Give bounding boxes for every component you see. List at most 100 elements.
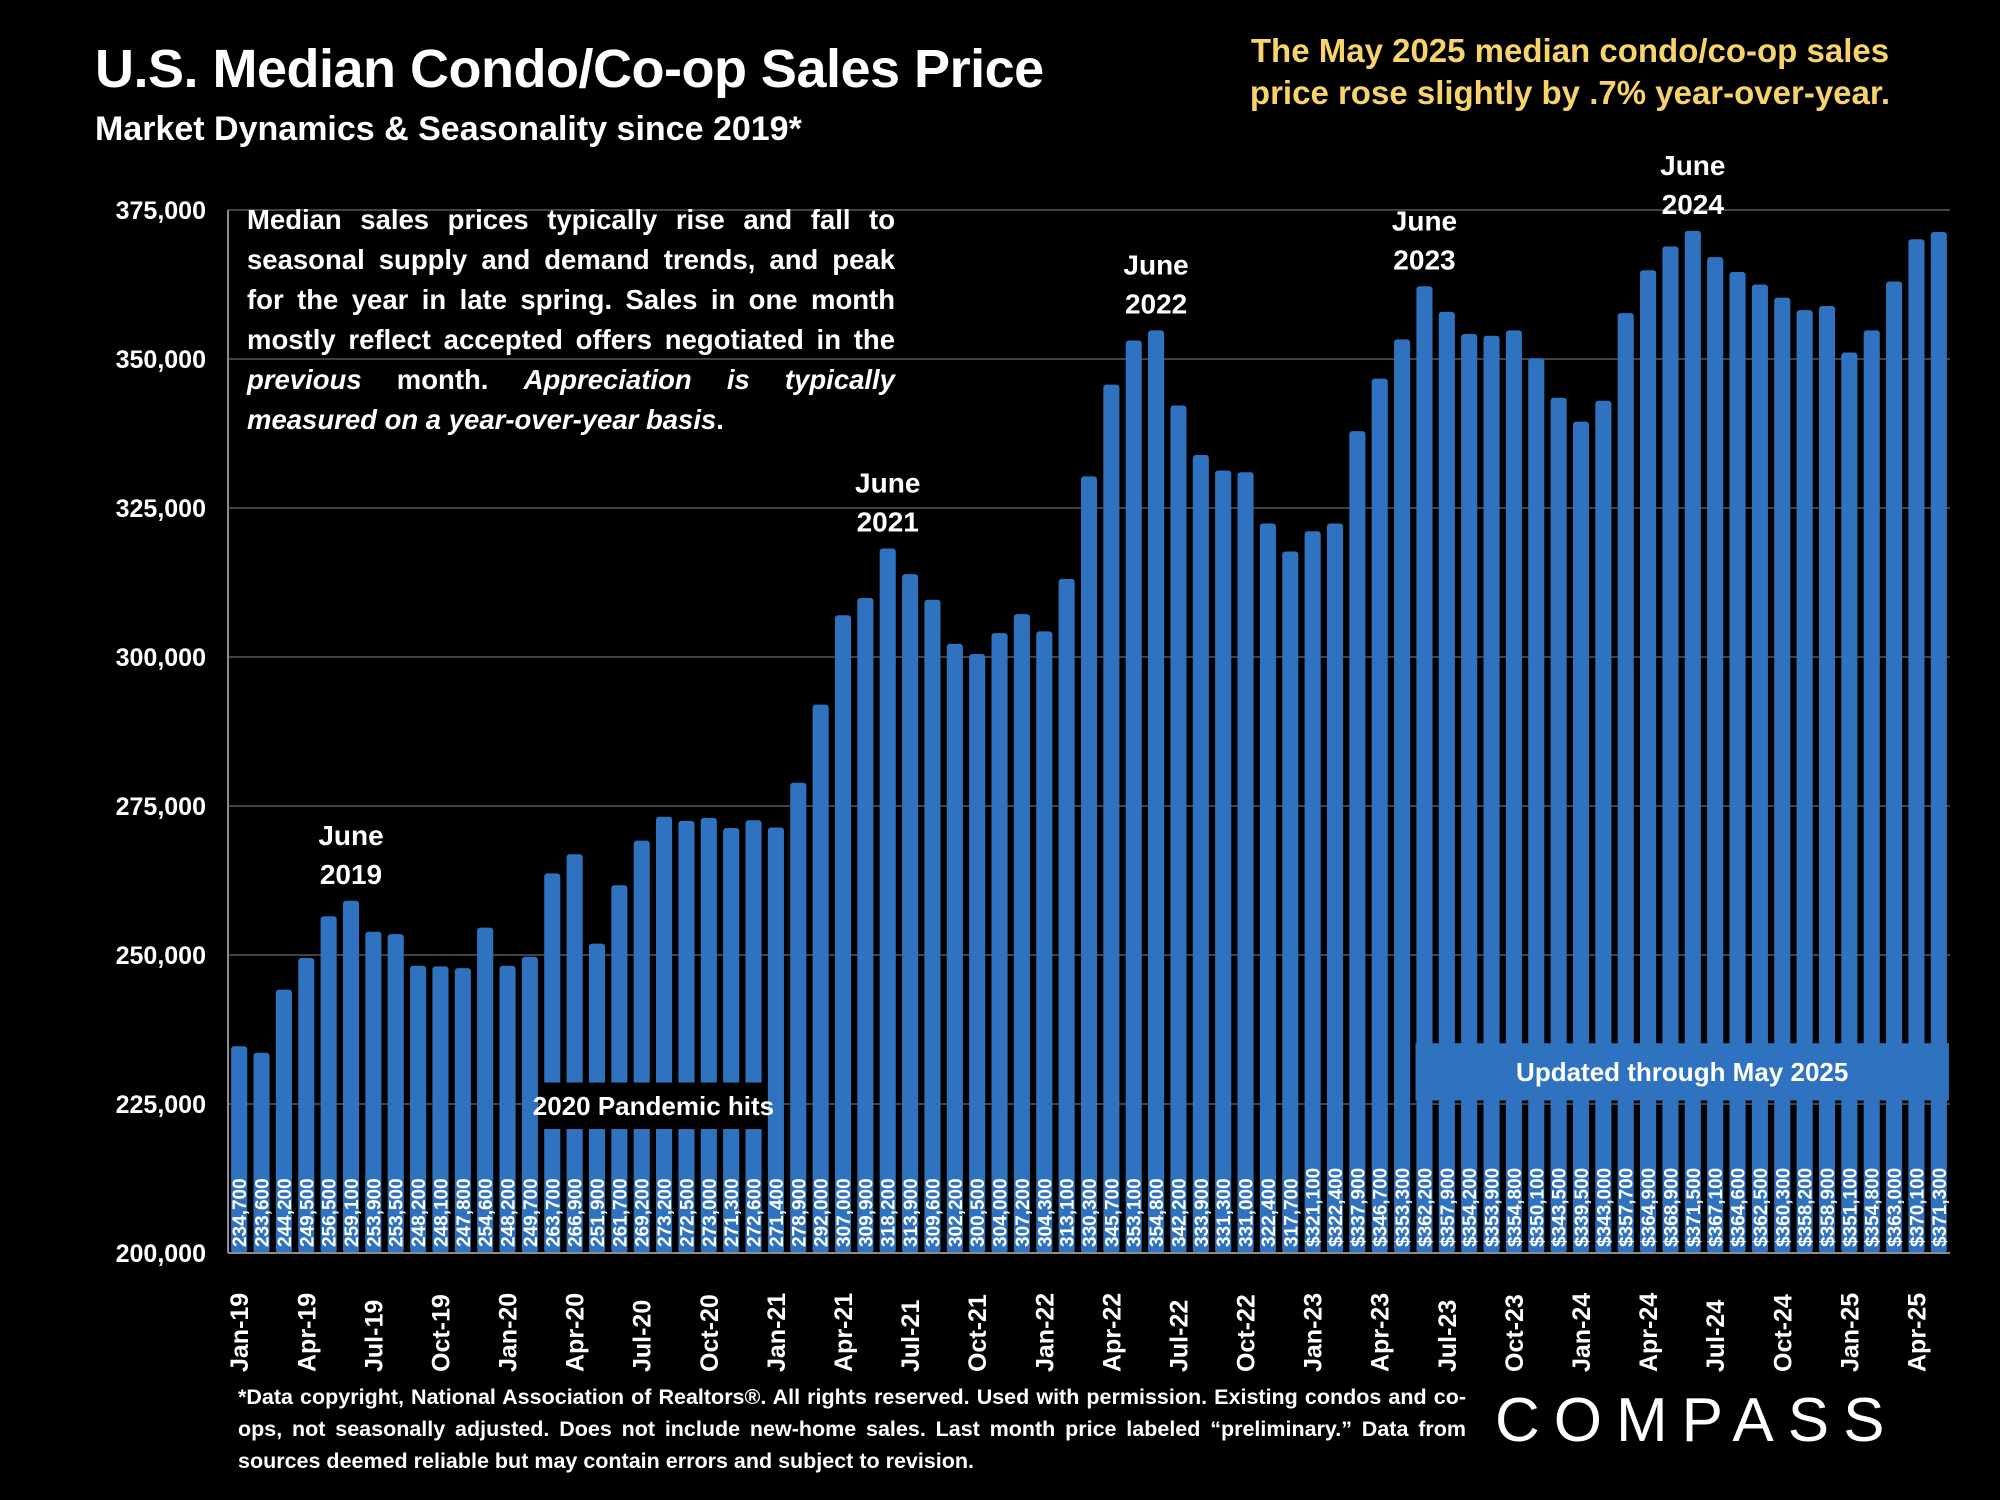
explanation-italic-previous: previous — [247, 364, 362, 395]
annotation-month: June — [1392, 205, 1457, 236]
bar — [700, 817, 717, 1253]
compass-logo: COMPASS — [1495, 1386, 1899, 1455]
bar-value-label: 322,400 — [1259, 1178, 1280, 1247]
bar — [834, 615, 852, 1253]
bar-value-label: $362,500 — [1751, 1168, 1772, 1247]
bar — [969, 654, 986, 1253]
bar — [320, 916, 337, 1253]
bar-value-label: $357,900 — [1438, 1168, 1459, 1247]
x-tick-label: Oct-23 — [1501, 1294, 1529, 1372]
bar — [1505, 330, 1522, 1254]
bar — [1438, 311, 1455, 1253]
bar — [1863, 330, 1880, 1254]
headline-line-1: The May 2025 median condo/co-op sales — [1250, 32, 1890, 69]
x-tick-label: Jan-21 — [763, 1293, 791, 1372]
bar-value-label: 233,600 — [253, 1178, 274, 1247]
bar — [767, 827, 784, 1253]
bar-value-label: 300,500 — [968, 1178, 989, 1247]
bar — [1304, 531, 1321, 1253]
bar-value-label: $368,900 — [1661, 1168, 1682, 1247]
x-tick-label: Apr-25 — [1903, 1293, 1931, 1372]
x-tick-label: Apr-22 — [1098, 1293, 1126, 1372]
bar-value-label: 353,100 — [1125, 1178, 1146, 1247]
y-tick-label: 225,000 — [116, 1091, 206, 1119]
bar — [1192, 454, 1209, 1253]
bar-value-label: $360,300 — [1773, 1168, 1794, 1247]
bar — [1013, 614, 1030, 1253]
bar — [1282, 551, 1299, 1253]
bar-value-label: 249,700 — [521, 1178, 542, 1247]
bar — [1796, 310, 1813, 1253]
explanation-part-2: month. — [361, 364, 524, 395]
bar — [1103, 384, 1120, 1253]
bar-value-label: 307,000 — [834, 1178, 855, 1247]
bar-value-label: 272,500 — [677, 1178, 698, 1247]
x-tick-label: Apr-19 — [293, 1293, 321, 1372]
bar-value-label: $354,800 — [1863, 1168, 1884, 1247]
explanation-text: Median sales prices typically rise and f… — [247, 200, 895, 440]
bar-value-label: $353,900 — [1483, 1168, 1504, 1247]
x-tick-label: Jul-20 — [629, 1300, 657, 1372]
bar — [1640, 270, 1657, 1253]
bar — [1215, 470, 1232, 1253]
y-tick-label: 375,000 — [116, 197, 206, 225]
bar — [521, 956, 538, 1253]
headline-callout: The May 2025 median condo/co-op sales pr… — [1200, 30, 1940, 114]
bar — [611, 885, 628, 1253]
bar — [1170, 405, 1187, 1253]
bar-value-label: 304,000 — [991, 1178, 1012, 1247]
annotation-year: 2024 — [1662, 189, 1725, 220]
x-tick-label: Jul-24 — [1702, 1300, 1730, 1372]
bar-value-label: 251,900 — [588, 1178, 609, 1247]
headline-line-2: price rose slightly by .7% year-over-yea… — [1249, 74, 1891, 111]
bar — [1483, 335, 1500, 1254]
bar-value-label: 253,900 — [364, 1178, 385, 1247]
bar-value-label: 354,800 — [1147, 1178, 1168, 1247]
bar-value-label: 259,100 — [342, 1178, 363, 1247]
bar-value-label: $339,500 — [1572, 1168, 1593, 1247]
bar-value-label: $343,500 — [1550, 1168, 1571, 1247]
bar-value-label: $353,300 — [1393, 1168, 1414, 1247]
x-tick-label: Apr-20 — [562, 1293, 590, 1372]
bar-value-label: $371,300 — [1930, 1168, 1951, 1247]
bar — [1125, 340, 1142, 1253]
bar-value-label: 269,200 — [633, 1178, 654, 1247]
bar — [678, 820, 695, 1253]
x-tick-label: Jan-20 — [495, 1293, 523, 1372]
bar-value-label: 248,200 — [409, 1178, 430, 1247]
bar — [745, 820, 762, 1253]
bar — [387, 934, 404, 1253]
bar-value-label: 330,300 — [1080, 1178, 1101, 1247]
bar-value-label: 278,900 — [789, 1178, 810, 1247]
x-tick-label: Jul-22 — [1165, 1300, 1193, 1372]
bar — [1662, 246, 1679, 1253]
bar-value-label: 318,200 — [879, 1178, 900, 1247]
bar-value-label: $370,100 — [1907, 1168, 1928, 1247]
bar — [1326, 523, 1344, 1253]
x-tick-label: Oct-19 — [427, 1294, 455, 1372]
chart-title: U.S. Median Condo/Co-op Sales Price — [95, 39, 1044, 99]
annotation-year: 2021 — [857, 507, 919, 538]
bar — [879, 548, 896, 1253]
bar — [857, 597, 874, 1253]
annotation-year: 2019 — [320, 859, 382, 890]
bar-value-label: 248,200 — [499, 1178, 520, 1247]
bar-value-label: 313,100 — [1058, 1178, 1079, 1247]
bar-value-label: $351,100 — [1840, 1168, 1861, 1247]
bar-value-label: $358,200 — [1796, 1168, 1817, 1247]
bar — [656, 816, 673, 1253]
chart-subtitle: Market Dynamics & Seasonality since 2019… — [95, 110, 802, 148]
bar — [1349, 431, 1366, 1254]
bar-value-label: 309,900 — [856, 1178, 877, 1247]
bar-value-label: 271,300 — [722, 1178, 743, 1247]
bar-value-label: 256,500 — [320, 1178, 341, 1247]
bar — [633, 840, 650, 1253]
bar-value-label: 331,000 — [1237, 1178, 1258, 1247]
x-tick-label: Apr-24 — [1635, 1293, 1663, 1372]
bar-value-label: 249,500 — [297, 1178, 318, 1247]
x-tick-label: Jan-25 — [1836, 1293, 1864, 1372]
annotation-month: June — [1123, 249, 1188, 280]
updated-callout-box — [1415, 1043, 1949, 1101]
bar — [566, 854, 583, 1253]
bar-value-label: 266,900 — [566, 1178, 587, 1247]
